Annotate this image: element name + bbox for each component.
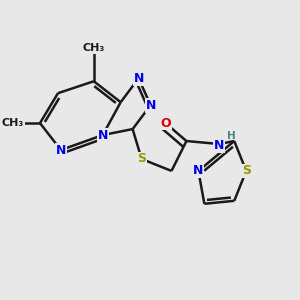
Text: N: N (98, 129, 108, 142)
Text: N: N (193, 164, 204, 177)
Text: CH₃: CH₃ (83, 44, 105, 53)
Text: S: S (242, 164, 251, 177)
Text: N: N (146, 99, 156, 112)
Text: CH₃: CH₃ (2, 118, 24, 128)
Text: N: N (134, 72, 144, 85)
Text: N: N (214, 139, 224, 152)
Text: N: N (56, 143, 66, 157)
Text: H: H (227, 131, 236, 141)
Text: O: O (160, 117, 171, 130)
Text: S: S (137, 152, 146, 166)
